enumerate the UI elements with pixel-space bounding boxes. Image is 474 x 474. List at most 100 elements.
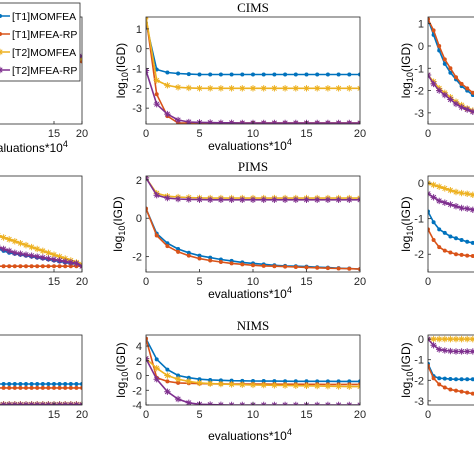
data-point-marker [239, 381, 246, 388]
data-point-marker [260, 196, 267, 204]
y-tick-label: -2 [414, 375, 424, 387]
data-point-marker [218, 72, 223, 77]
data-point-marker [447, 347, 454, 355]
data-point-marker [68, 385, 73, 390]
data-point-marker [430, 181, 437, 189]
data-point-marker [24, 382, 28, 386]
y-tick-label: 1 [136, 24, 142, 36]
data-point-marker [428, 17, 430, 22]
x-tick-label: 10 [247, 128, 259, 140]
data-point-marker [0, 245, 7, 253]
series-group [146, 176, 360, 272]
data-point-marker [40, 264, 45, 269]
data-point-marker [452, 203, 460, 210]
data-point-marker [240, 262, 245, 267]
data-point-marker [239, 119, 246, 124]
data-point-marker [11, 238, 18, 245]
x-tick-label: 0 [143, 409, 149, 421]
data-point-marker [469, 108, 474, 115]
data-point-marker [431, 376, 436, 381]
data-point-marker [1, 385, 6, 390]
series-line--t2-mfea-rp [428, 193, 474, 211]
data-point-marker [74, 382, 79, 386]
y-tick-label: -1 [132, 64, 142, 76]
data-point-marker [448, 250, 453, 255]
data-point-marker [18, 264, 23, 269]
data-point-marker [465, 86, 470, 91]
data-point-marker [315, 265, 320, 270]
data-point-marker [325, 72, 330, 77]
data-point-marker [452, 100, 460, 108]
data-point-marker [35, 382, 40, 386]
x-tick-label: 15 [300, 409, 312, 421]
data-point-marker [442, 376, 447, 381]
axes-box [145, 334, 361, 406]
data-point-marker [52, 385, 56, 390]
data-point-marker [428, 227, 430, 232]
data-point-marker [292, 119, 299, 124]
data-point-marker [7, 382, 12, 386]
y-tick-label: 0 [418, 334, 424, 346]
y-tick-label: 0 [136, 44, 142, 56]
data-point-marker [34, 245, 41, 253]
data-point-marker [336, 72, 341, 77]
data-point-marker [176, 249, 181, 254]
data-point-marker [324, 85, 332, 92]
data-point-marker [153, 77, 160, 84]
data-point-marker [208, 377, 213, 382]
data-point-marker [35, 264, 40, 269]
y-axis-label: log10(IGD) [111, 196, 127, 251]
y-axis-label: log10(IGD) [399, 43, 415, 98]
data-point-marker [448, 234, 453, 239]
data-point-marker [447, 335, 454, 343]
axes-box [427, 175, 474, 273]
data-point-marker [45, 249, 52, 256]
data-point-marker [24, 264, 28, 269]
y-tick-label: -1 [414, 355, 424, 367]
data-point-marker [28, 252, 35, 259]
data-point-marker [465, 253, 470, 258]
data-point-marker [229, 72, 234, 77]
series-group [0, 382, 82, 405]
data-point-marker [6, 236, 13, 243]
data-point-marker [437, 382, 442, 387]
series-line--t1-mfea-rp [146, 17, 360, 124]
data-point-marker [57, 264, 62, 269]
y-axis-label: log10(IGD) [114, 342, 130, 397]
x-tick-label: 15 [48, 276, 60, 288]
data-point-marker [325, 379, 330, 384]
data-point-marker [336, 266, 341, 271]
x-tick-label: 5 [196, 276, 202, 288]
data-point-marker [431, 238, 436, 242]
legend-marker [0, 32, 2, 36]
series-group [428, 17, 474, 115]
data-point-marker [146, 206, 148, 211]
data-point-marker [314, 85, 321, 92]
data-point-marker [260, 381, 267, 389]
data-point-marker [464, 335, 471, 343]
legend: [T1]MOMFEA [T1]MFEA-RP [T2]MOMFEA [T2]MFEA-… [0, 2, 81, 82]
data-point-marker [1, 382, 6, 386]
data-point-marker [68, 382, 73, 386]
data-point-marker [465, 239, 470, 244]
data-point-marker [153, 192, 160, 199]
data-point-marker [186, 250, 191, 255]
y-tick-label: 0 [418, 178, 424, 190]
data-point-marker [470, 391, 474, 396]
data-point-marker [68, 264, 73, 269]
data-point-marker [283, 72, 288, 77]
data-point-marker [197, 377, 202, 382]
data-point-marker [0, 234, 7, 241]
x-tick-label: 20 [76, 128, 88, 140]
data-point-marker [464, 190, 471, 197]
data-point-marker [448, 66, 453, 71]
data-point-marker [346, 196, 353, 204]
data-point-marker [196, 196, 203, 203]
series-line--t2-mfea-rp [146, 358, 360, 405]
data-point-marker [249, 196, 257, 204]
data-point-marker [249, 381, 257, 389]
data-point-marker [29, 264, 34, 269]
data-point-marker [17, 240, 24, 247]
data-point-marker [63, 385, 68, 390]
